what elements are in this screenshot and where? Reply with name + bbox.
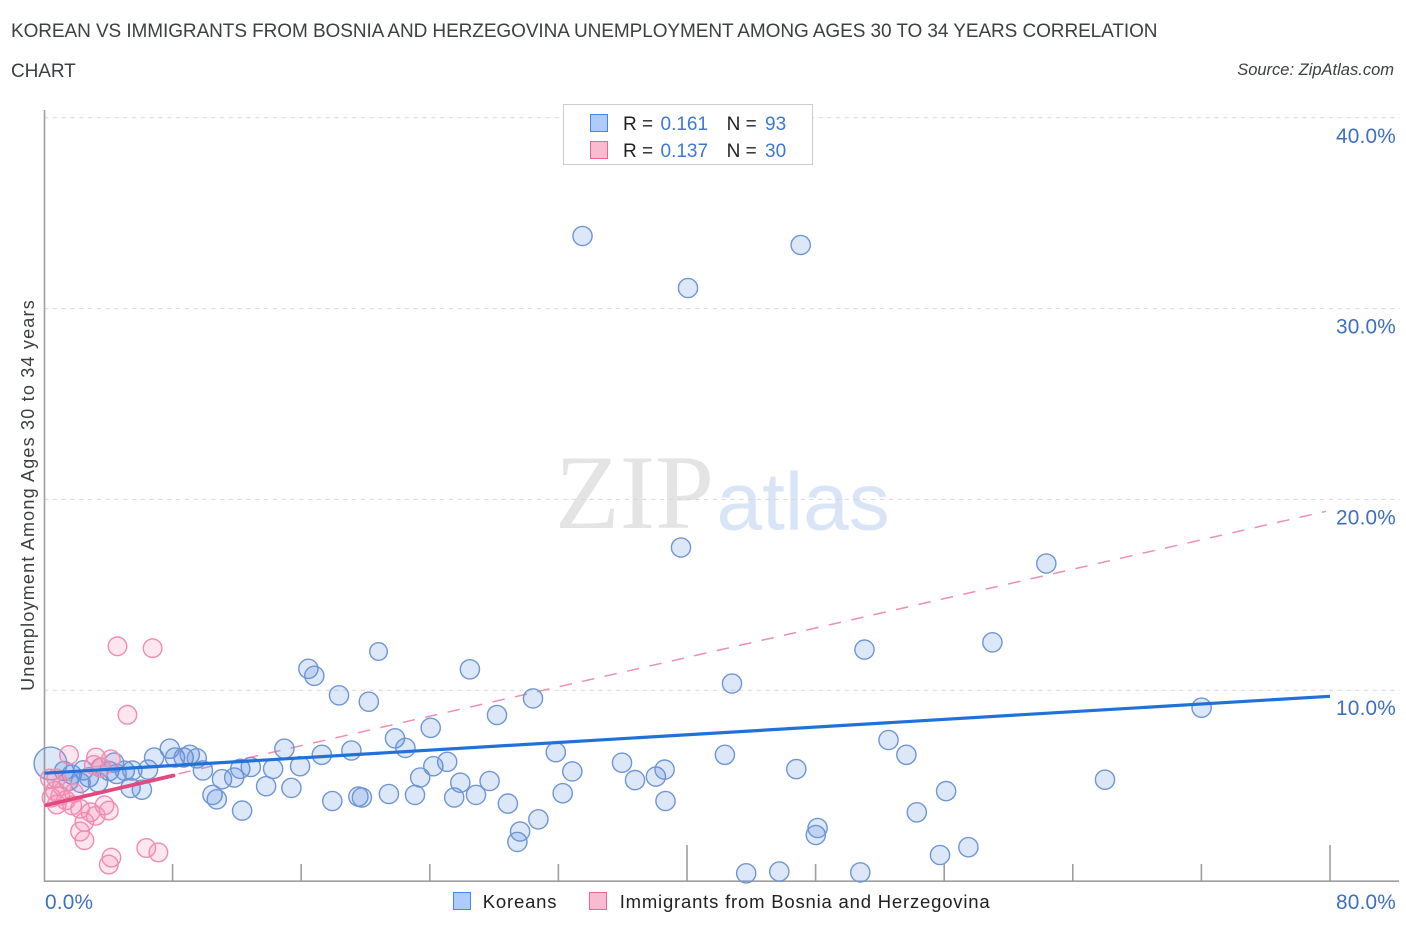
svg-text:80.0%: 80.0% xyxy=(1336,891,1396,914)
svg-text:10.0%: 10.0% xyxy=(1336,697,1396,720)
svg-text:atlas: atlas xyxy=(717,457,890,548)
svg-text:40.0%: 40.0% xyxy=(1336,125,1396,148)
svg-text:0.0%: 0.0% xyxy=(45,891,93,914)
svg-text:20.0%: 20.0% xyxy=(1336,506,1396,529)
svg-text:ZIP: ZIP xyxy=(555,434,714,551)
svg-text:Unemployment Among Ages 30 to: Unemployment Among Ages 30 to 34 years xyxy=(18,299,38,691)
svg-text:30.0%: 30.0% xyxy=(1336,316,1396,339)
